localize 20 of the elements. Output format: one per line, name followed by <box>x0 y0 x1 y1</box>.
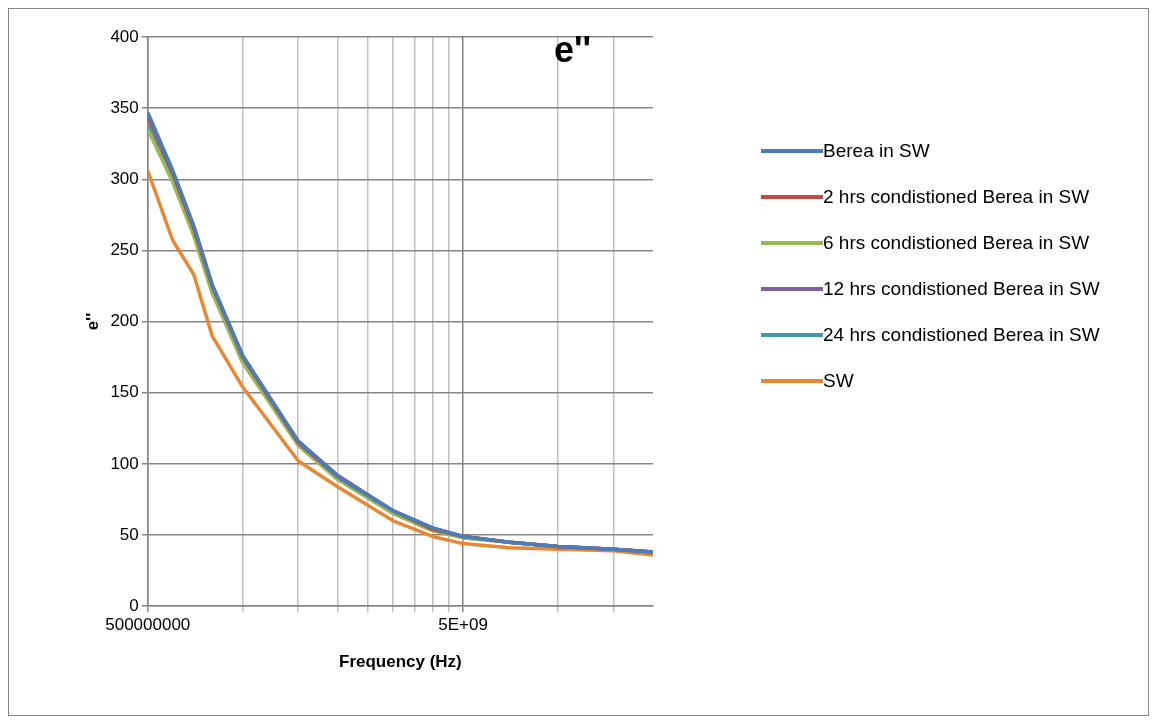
x-tick-label: 500000000 <box>105 615 191 635</box>
y-tick-label: 250 <box>110 240 139 260</box>
y-tick-label: 200 <box>110 311 139 331</box>
x-axis-title: Frequency (Hz) <box>338 652 462 672</box>
legend-label: Berea in SW <box>823 139 930 163</box>
legend-label: SW <box>823 369 854 393</box>
y-tick-label: 0 <box>129 595 139 615</box>
y-tick-label: 150 <box>110 382 139 402</box>
y-tick-label: 100 <box>110 453 139 473</box>
x-tick-label: 5E+09 <box>438 615 488 635</box>
y-tick-label: 300 <box>110 168 139 188</box>
y-tick-label: 350 <box>110 97 139 117</box>
chart-title: e'' <box>554 29 592 71</box>
legend-label: 12 hrs condistioned Berea in SW <box>823 277 1100 301</box>
legend-label: 2 hrs condistioned Berea in SW <box>823 185 1090 209</box>
legend-label: 24 hrs condistioned Berea in SW <box>823 323 1100 347</box>
y-tick-label: 50 <box>119 524 139 544</box>
y-tick-label: 400 <box>110 26 139 46</box>
legend-label: 6 hrs condistioned Berea in SW <box>823 231 1090 255</box>
y-axis-title: e'' <box>82 312 102 331</box>
